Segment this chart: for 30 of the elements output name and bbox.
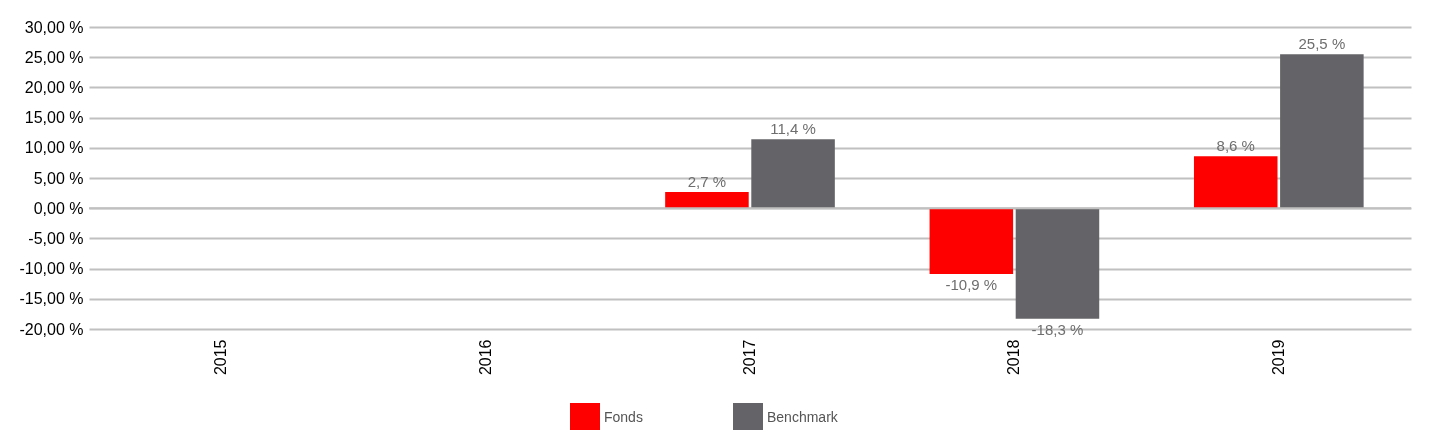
bar bbox=[665, 191, 749, 209]
x-tick-label: 2016 bbox=[476, 339, 494, 376]
y-tick-label: 10,00 % bbox=[24, 139, 84, 157]
y-tick-label: 25,00 % bbox=[24, 48, 84, 66]
x-tick-label: 2018 bbox=[1005, 339, 1023, 376]
y-tick-label: 20,00 % bbox=[24, 78, 84, 96]
legend-label: Benchmark bbox=[767, 409, 839, 425]
y-tick-label: -5,00 % bbox=[28, 229, 84, 247]
data-label: -10,9 % bbox=[945, 276, 998, 294]
y-tick-label: -10,00 % bbox=[19, 260, 84, 278]
x-tick-label: 2019 bbox=[1269, 339, 1287, 376]
y-tick-label: 30,00 % bbox=[24, 18, 84, 36]
data-label: 2,7 % bbox=[687, 172, 727, 190]
bar bbox=[1015, 208, 1100, 319]
y-tick-label: -15,00 % bbox=[19, 290, 84, 308]
y-tick-label: 15,00 % bbox=[24, 109, 84, 127]
data-label: 11,4 % bbox=[770, 120, 816, 138]
legend-label: Fonds bbox=[604, 409, 643, 425]
data-label: -18,3 % bbox=[1031, 320, 1084, 338]
x-tick-label: 2015 bbox=[212, 339, 230, 376]
bar bbox=[751, 139, 835, 209]
x-tick-label: 2017 bbox=[741, 339, 758, 376]
y-tick-label: -20,00 % bbox=[19, 320, 84, 338]
bar bbox=[1193, 156, 1278, 209]
data-label: 8,6 % bbox=[1216, 137, 1255, 155]
y-tick-label: 5,00 % bbox=[33, 169, 84, 187]
y-tick-label: 0,00 % bbox=[33, 199, 84, 217]
bar bbox=[1280, 54, 1364, 209]
data-label: 25,5 % bbox=[1298, 35, 1346, 53]
bar bbox=[929, 208, 1014, 275]
